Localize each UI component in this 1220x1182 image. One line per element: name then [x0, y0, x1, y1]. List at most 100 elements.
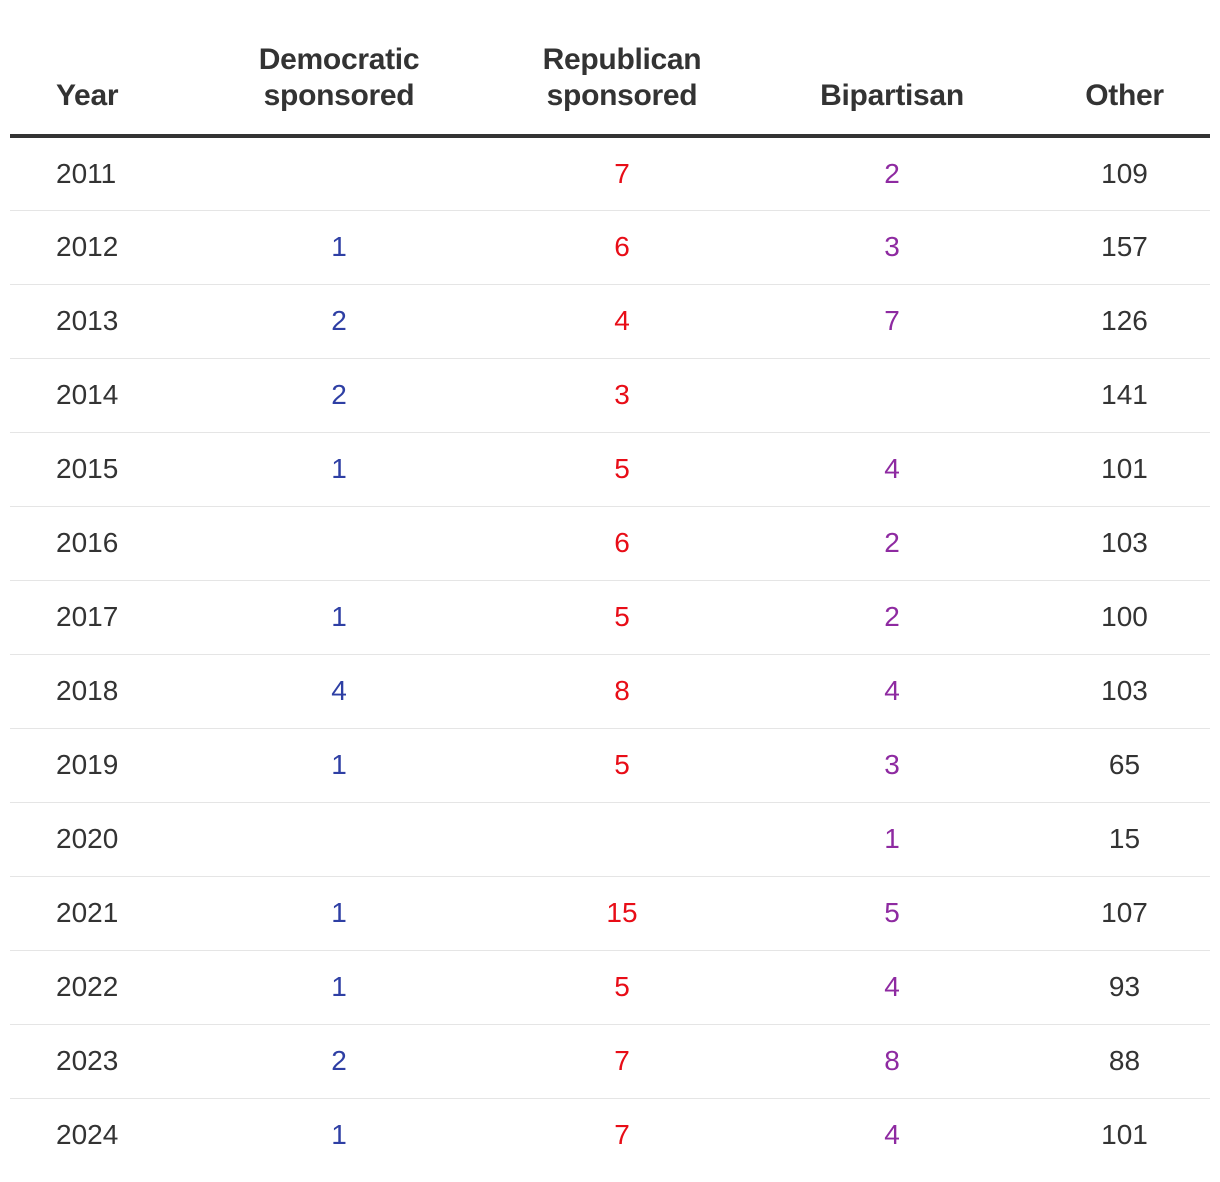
- cell-other: 88: [1002, 1024, 1210, 1099]
- table-row: 2015 1 5 4 101: [10, 432, 1210, 507]
- table-row: 2023 2 7 8 88: [10, 1024, 1210, 1099]
- cell-republican: 6: [462, 506, 782, 581]
- cell-year: 2024: [56, 1119, 119, 1151]
- cell-year: 2016: [10, 506, 216, 581]
- cell-other: 93: [1002, 950, 1210, 1025]
- table-row: 2018 4 8 4 103: [10, 654, 1210, 729]
- cell-year: 2017: [10, 580, 216, 655]
- cell-other: 103: [1002, 654, 1210, 729]
- cell-democratic: 1: [216, 580, 462, 655]
- cell-year: 2021: [10, 876, 216, 951]
- cell-republican: 5: [462, 580, 782, 655]
- cell-republican: [462, 802, 782, 877]
- cell-year: 2022: [10, 950, 216, 1025]
- header-bipartisan: Bipartisan: [782, 0, 1002, 138]
- cell-democratic: [216, 802, 462, 877]
- cell-democratic: 1: [216, 210, 462, 285]
- cell-other: 65: [1002, 728, 1210, 803]
- header-year: Year: [10, 0, 216, 138]
- cell-year: 2012: [10, 210, 216, 285]
- cell-year: 2019: [10, 728, 216, 803]
- cell-democratic: 2: [216, 358, 462, 433]
- cell-bipartisan: 3: [782, 210, 1002, 285]
- cell-other: 109: [1002, 136, 1210, 211]
- cell-democratic: 1: [331, 1119, 347, 1151]
- cell-democratic: 1: [216, 432, 462, 507]
- cell-year: 2020: [10, 802, 216, 877]
- cell-other: 141: [1002, 358, 1210, 433]
- header-row: Year Democratic sponsored Republican spons…: [10, 0, 1210, 138]
- cell-republican: 5: [462, 728, 782, 803]
- cell-year: 2014: [10, 358, 216, 433]
- cell-year: 2018: [10, 654, 216, 729]
- cell-other: 101: [1101, 1119, 1148, 1151]
- header-democratic: Democratic sponsored: [216, 0, 462, 138]
- table-row: 2014 2 3 141: [10, 358, 1210, 433]
- header-republican-line2: sponsored: [546, 79, 698, 112]
- cell-democratic: 2: [216, 284, 462, 359]
- cell-republican: 7: [614, 1119, 630, 1151]
- cell-bipartisan: 5: [782, 876, 1002, 951]
- cell-democratic: [216, 506, 462, 581]
- cell-democratic: 1: [216, 950, 462, 1025]
- cell-democratic: 1: [216, 728, 462, 803]
- cell-bipartisan: 3: [782, 728, 1002, 803]
- cell-republican: 5: [462, 432, 782, 507]
- cell-republican: 6: [462, 210, 782, 285]
- table-row: 2012 1 6 3 157: [10, 210, 1210, 285]
- table-row: 2020 1 15: [10, 802, 1210, 877]
- header-other-label: Other: [1085, 79, 1164, 112]
- cell-bipartisan: 2: [782, 506, 1002, 581]
- header-republican: Republican sponsored: [462, 0, 782, 138]
- table-container: Year Democratic sponsored Republican spons…: [10, 0, 1210, 1172]
- header-bipartisan-label: Bipartisan: [820, 79, 964, 112]
- cell-other: 15: [1002, 802, 1210, 877]
- cell-other: 103: [1002, 506, 1210, 581]
- cell-other: 100: [1002, 580, 1210, 655]
- header-other: Other: [1002, 0, 1210, 138]
- cell-year: 2015: [10, 432, 216, 507]
- table-row: 2024 1 7 4 101: [10, 1098, 1210, 1172]
- cell-other: 126: [1002, 284, 1210, 359]
- cell-year: 2023: [10, 1024, 216, 1099]
- header-democratic-line2: sponsored: [263, 79, 415, 112]
- table-body: 2011 7 2 109 2012 1 6 3 157 2013 2 4 7 1…: [10, 136, 1210, 1172]
- cell-other: 157: [1002, 210, 1210, 285]
- table-row: 2016 6 2 103: [10, 506, 1210, 581]
- cell-bipartisan: 4: [782, 654, 1002, 729]
- table-row: 2021 1 15 5 107: [10, 876, 1210, 951]
- cell-republican: 5: [462, 950, 782, 1025]
- cell-bipartisan: 4: [782, 432, 1002, 507]
- cell-republican: 4: [462, 284, 782, 359]
- cell-bipartisan: 4: [782, 950, 1002, 1025]
- header-year-label: Year: [56, 79, 119, 112]
- cell-democratic: 4: [216, 654, 462, 729]
- cell-bipartisan: 8: [782, 1024, 1002, 1099]
- cell-bipartisan: 1: [782, 802, 1002, 877]
- cell-democratic: 2: [216, 1024, 462, 1099]
- cell-republican: 8: [462, 654, 782, 729]
- cell-democratic: 1: [216, 876, 462, 951]
- cell-democratic: [216, 136, 462, 211]
- cell-year: 2011: [10, 136, 216, 211]
- cell-republican: 7: [462, 1024, 782, 1099]
- table-row: 2011 7 2 109: [10, 136, 1210, 211]
- cell-bipartisan: 7: [782, 284, 1002, 359]
- cell-other: 107: [1002, 876, 1210, 951]
- header-democratic-line1: Democratic: [258, 43, 420, 76]
- table-row: 2019 1 5 3 65: [10, 728, 1210, 803]
- cell-republican: 3: [462, 358, 782, 433]
- cell-republican: 15: [462, 876, 782, 951]
- cell-republican: 7: [462, 136, 782, 211]
- table-header: Year Democratic sponsored Republican spons…: [10, 0, 1210, 138]
- cell-bipartisan: 4: [884, 1119, 900, 1151]
- table-row: 2013 2 4 7 126: [10, 284, 1210, 359]
- table-row: 2022 1 5 4 93: [10, 950, 1210, 1025]
- cell-bipartisan: [782, 358, 1002, 433]
- cell-other: 101: [1002, 432, 1210, 507]
- cell-year: 2013: [10, 284, 216, 359]
- header-republican-line1: Republican: [542, 43, 702, 76]
- bills-by-sponsor-table: Year Democratic sponsored Republican spons…: [10, 0, 1210, 1172]
- cell-bipartisan: 2: [782, 580, 1002, 655]
- cell-bipartisan: 2: [782, 136, 1002, 211]
